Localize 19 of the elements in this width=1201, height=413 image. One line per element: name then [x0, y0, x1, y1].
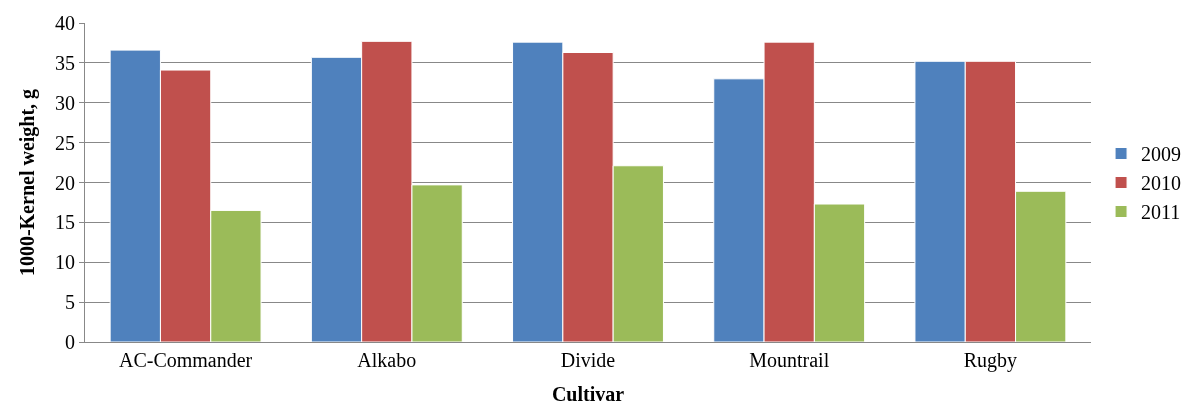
y-tick-label: 30	[55, 91, 75, 114]
x-tick-label: Rugby	[963, 349, 1018, 372]
y-tick-label: 5	[65, 291, 75, 314]
y-tick-label: 25	[55, 131, 75, 154]
y-tick-label: 10	[55, 251, 75, 274]
x-tick-label: AC-Commander	[118, 349, 253, 371]
x-tick-label: Mountrail	[749, 349, 830, 371]
y-tick-label: 40	[55, 12, 75, 34]
x-axis-title: Cultivar	[551, 382, 625, 405]
y-tick-label: 20	[55, 171, 75, 194]
x-tick-label: Alkabo	[357, 349, 417, 371]
legend-label: 2010	[1141, 172, 1182, 195]
y-tick-label: 0	[65, 331, 75, 353]
y-tick-label: 35	[55, 51, 75, 74]
legend-label: 2011	[1141, 201, 1181, 224]
y-axis-title: 1000-Kernel weight, g	[15, 88, 39, 277]
legend-label: 2009	[1141, 143, 1182, 166]
x-tick-label: Divide	[560, 349, 616, 371]
y-tick-label: 15	[55, 211, 75, 234]
